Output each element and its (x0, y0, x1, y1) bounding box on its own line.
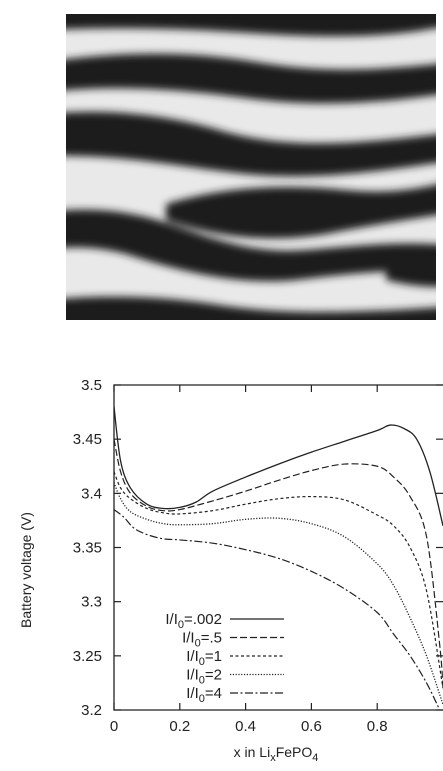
y-tick-label: 3.4 (81, 485, 102, 502)
series-line-1 (114, 406, 443, 526)
x-tick-label: 0.2 (169, 718, 190, 735)
legend-subscript: 0 (199, 656, 205, 668)
legend-value: =2 (205, 667, 222, 684)
legend-value: =.002 (184, 611, 222, 628)
legend-subscript: 0 (199, 693, 205, 705)
y-tick-label: 3.35 (73, 540, 102, 557)
legend-label-3: I/I0=1 (186, 648, 222, 668)
y-tick-label: 3.25 (73, 648, 102, 665)
x-axis-title-part-2: FePO (276, 744, 313, 760)
legend-label-2: I/I0=.5 (182, 630, 222, 650)
x-tick-label: 0.4 (235, 718, 256, 735)
x-axis-title-subscript-1: x (270, 752, 276, 764)
plot-frame (113, 384, 443, 711)
legend-prefix: I/I (182, 630, 195, 647)
series-line-3 (114, 471, 443, 689)
y-tick-label: 3.45 (73, 431, 102, 448)
y-tick-label: 3.2 (81, 702, 102, 719)
y-axis-title: Battery voltage (V) (18, 512, 34, 628)
y-tick-label: 3.3 (81, 594, 102, 611)
plot-frame-line (113, 384, 443, 711)
y-tick-label: 3.5 (81, 377, 102, 394)
legend-subscript: 0 (178, 619, 184, 631)
x-axis-title-part-1: x in Li (234, 744, 271, 760)
x-axis-title-subscript-2: 4 (312, 752, 318, 764)
series-line-4 (114, 482, 443, 705)
series-line-2 (114, 439, 443, 689)
legend-prefix: I/I (186, 685, 199, 702)
legend-value: =1 (205, 648, 222, 665)
y-axis-ticks: 3.2 3.25 3.3 3.35 3.4 3.45 3.5 (73, 377, 443, 719)
legend-prefix: I/I (186, 648, 199, 665)
legend-subscript: 0 (195, 638, 201, 650)
legend-value: =4 (205, 685, 222, 702)
series-line-5 (114, 509, 441, 710)
x-axis-title: x in LixFePO4 (234, 744, 319, 764)
legend-label-1: I/I0=.002 (165, 611, 222, 631)
legend-prefix: I/I (165, 611, 178, 628)
x-tick-label: 0.8 (367, 718, 388, 735)
battery-voltage-chart: 3.2 3.25 3.3 3.35 3.4 3.45 3.5 0 0.2 0.4 0.6 0.8 I… (18, 377, 443, 764)
x-axis-ticks: 0 0.2 0.4 0.6 0.8 (110, 385, 388, 735)
legend-prefix: I/I (186, 667, 199, 684)
legend-value: =.5 (201, 630, 222, 647)
phase-separation-stripe-image (66, 14, 436, 320)
legend-label-4: I/I0=2 (186, 667, 222, 687)
series-lines (114, 406, 443, 710)
x-tick-label: 0 (110, 718, 118, 735)
x-tick-label: 0.6 (301, 718, 322, 735)
legend-subscript: 0 (199, 675, 205, 687)
legend-label-5: I/I0=4 (186, 685, 222, 705)
